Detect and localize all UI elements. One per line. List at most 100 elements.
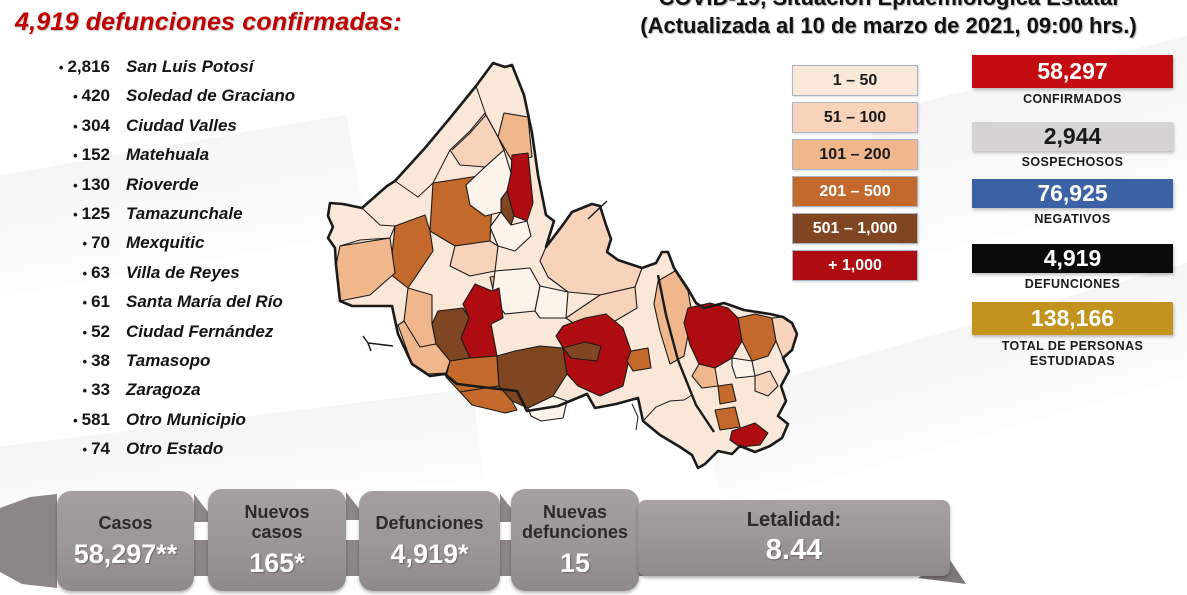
list-item: • 304 Ciudad Valles xyxy=(18,116,328,145)
list-item: • 2,816 San Luis Potosí xyxy=(18,57,328,86)
state-map-svg xyxy=(326,61,799,470)
list-item: • 38 Tamasopo xyxy=(18,351,328,380)
municipality-cells xyxy=(335,112,798,448)
lethality-box: Letalidad: 8.44 xyxy=(638,500,950,576)
bullet-icon: • xyxy=(58,60,64,75)
death-count: • 61 xyxy=(82,292,110,312)
deaths-header: 4,919 defunciones confirmadas: xyxy=(15,8,402,36)
summary-value: 58,297** xyxy=(73,538,178,569)
stat-confirmados: 58,297 CONFIRMADOS xyxy=(972,55,1173,107)
municipality-name: Ciudad Fernández xyxy=(126,321,274,341)
death-count: • 74 xyxy=(82,439,110,459)
death-count: • 130 xyxy=(73,174,110,194)
legend-item: 1 – 50 xyxy=(792,65,918,96)
confirmados-bar: 58,297 xyxy=(972,55,1173,88)
list-item: • 152 Matehuala xyxy=(18,145,328,174)
municipality-name: Villa de Reyes xyxy=(126,262,240,282)
page-title: COVID-19, Situación Epidemiológica Estat… xyxy=(590,0,1187,40)
choropleth-map xyxy=(300,55,800,480)
legend-label: 1 – 50 xyxy=(832,71,878,89)
list-item: • 70 Mexquitic xyxy=(18,233,328,262)
list-item: • 130 Rioverde xyxy=(18,175,328,204)
stat-label: SOSPECHOSOS xyxy=(1021,155,1124,169)
defunciones-bar: 4,919 xyxy=(972,244,1173,273)
death-count: • 125 xyxy=(73,203,110,223)
municipality-name: Ciudad Valles xyxy=(126,115,237,135)
summary-box-nuevas-defunciones: Nuevas defunciones 15 xyxy=(511,489,639,591)
sospechosos-bar: 2,944 xyxy=(972,122,1173,151)
list-item: • 125 Tamazunchale xyxy=(18,204,328,233)
list-item: • 63 Villa de Reyes xyxy=(18,263,328,292)
ribbon-left-wedge xyxy=(0,494,57,588)
stat-defunciones: 4,919 DEFUNCIONES xyxy=(972,244,1173,292)
lethality-value: 8.44 xyxy=(765,534,823,566)
stat-total-estudiadas: 138,166 TOTAL DE PERSONAS ESTUDIADAS xyxy=(972,302,1173,369)
summary-title: Nuevas defunciones xyxy=(521,501,628,542)
list-item: • 33 Zaragoza xyxy=(18,380,328,409)
bullet-icon: • xyxy=(82,383,88,399)
municipality-name: San Luis Potosí xyxy=(126,57,254,76)
death-count: • 152 xyxy=(73,145,110,165)
list-item: • 74 Otro Estado xyxy=(18,439,328,468)
legend-label: + 1,000 xyxy=(828,256,882,274)
bullet-icon: • xyxy=(82,295,88,311)
municipality-name: Matehuala xyxy=(126,145,210,165)
summary-value: 165* xyxy=(249,547,305,578)
summary-box-defunciones: Defunciones 4,919* xyxy=(359,491,500,591)
municipality-name: Mexquitic xyxy=(126,233,205,253)
page-title-line2: (Actualizada al 10 de marzo de 2021, 09:… xyxy=(640,13,1137,38)
summary-title: Defunciones xyxy=(375,512,484,533)
legend-item: 101 – 200 xyxy=(792,139,918,170)
deaths-list: • 2,816 San Luis Potosí • 420 Soledad de Gra… xyxy=(18,57,328,468)
municipality-name: Tamasopo xyxy=(126,350,211,370)
waist-border-line xyxy=(656,274,715,433)
legend-item: 501 – 1,000 xyxy=(792,213,918,244)
bullet-icon: • xyxy=(82,324,88,340)
death-count: • 33 xyxy=(82,380,110,400)
list-item: • 420 Soledad de Graciano xyxy=(18,86,328,115)
legend-item: 201 – 500 xyxy=(792,176,918,207)
municipality-borders xyxy=(339,85,693,431)
bullet-icon: • xyxy=(73,118,78,134)
stat-label: TOTAL DE PERSONAS ESTUDIADAS xyxy=(1001,339,1144,368)
municipality-name: Otro Estado xyxy=(126,439,224,459)
summary-value: 4,919* xyxy=(390,538,469,569)
death-count: • 420 xyxy=(73,86,110,106)
page-title-line1: COVID-19, Situación Epidemiológica Estat… xyxy=(590,0,1187,12)
lethality-title: Letalidad: xyxy=(746,509,842,531)
bullet-icon: • xyxy=(73,206,78,222)
bullet-icon: • xyxy=(82,442,88,458)
municipality-name: Otro Municipio xyxy=(126,409,246,429)
death-count: • 2,816 xyxy=(58,57,110,76)
boundary-line-extensions xyxy=(362,200,608,352)
summary-title: Nuevos casos xyxy=(244,501,310,542)
list-item: • 61 Santa María del Río xyxy=(18,292,328,321)
list-item: • 52 Ciudad Fernández xyxy=(18,322,328,351)
total-estudiadas-bar: 138,166 xyxy=(972,302,1173,335)
legend-label: 101 – 200 xyxy=(819,145,891,163)
municipality-name: Rioverde xyxy=(126,174,199,194)
death-count: • 52 xyxy=(82,321,110,341)
list-item: • 581 Otro Municipio xyxy=(18,410,328,439)
stat-label: NEGATIVOS xyxy=(1034,212,1111,226)
state-outline xyxy=(326,61,799,470)
municipality-name: Santa María del Río xyxy=(126,292,283,312)
municipality-name: Tamazunchale xyxy=(126,203,243,223)
stat-negativos: 76,925 NEGATIVOS xyxy=(972,179,1173,227)
legend-label: 501 – 1,000 xyxy=(812,219,898,237)
legend-item: 51 – 100 xyxy=(792,102,918,133)
death-count: • 63 xyxy=(82,262,110,282)
death-count: • 581 xyxy=(73,409,110,429)
bullet-icon: • xyxy=(82,353,88,369)
summary-title: Casos xyxy=(98,512,153,533)
death-count: • 70 xyxy=(82,233,110,253)
legend-label: 51 – 100 xyxy=(823,108,887,126)
negativos-bar: 76,925 xyxy=(972,179,1173,208)
legend-label: 201 – 500 xyxy=(819,182,891,200)
legend-item: + 1,000 xyxy=(792,250,918,281)
bullet-icon: • xyxy=(73,412,78,428)
death-count: • 38 xyxy=(82,350,110,370)
municipality-name: Zaragoza xyxy=(126,380,201,400)
municipality-name: Soledad de Graciano xyxy=(126,86,296,106)
